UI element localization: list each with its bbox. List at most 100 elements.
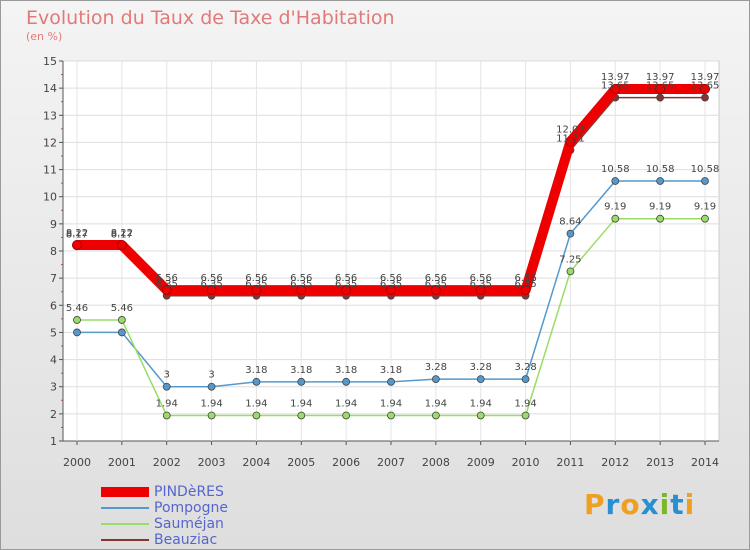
data-point (655, 84, 666, 94)
data-point (73, 316, 81, 324)
y-tick-label: 9 (50, 218, 57, 231)
data-label: 6.35 (156, 279, 178, 290)
x-tick-label: 2010 (512, 456, 540, 469)
x-tick-label: 2009 (467, 456, 495, 469)
x-tick-label: 2004 (242, 456, 270, 469)
data-point (387, 377, 395, 386)
data-label: 8.64 (559, 217, 581, 228)
y-tick-label: 15 (43, 55, 57, 68)
data-label: 6.56 (156, 273, 178, 284)
data-label: 6.56 (200, 273, 222, 284)
data-label: 6.35 (425, 279, 447, 290)
data-point (476, 375, 485, 384)
data-label: 3.18 (245, 365, 267, 376)
data-point (73, 328, 81, 337)
data-label: 12.03 (556, 125, 585, 136)
x-tick-label: 2008 (422, 456, 450, 469)
data-point (521, 411, 530, 420)
y-tick-label: 1 (50, 435, 57, 448)
data-point (656, 93, 665, 102)
legend-item: Pompogne (101, 500, 301, 516)
data-point (161, 285, 172, 295)
data-label: 13.97 (646, 72, 675, 83)
data-label: 6.56 (290, 273, 312, 284)
data-point (565, 136, 576, 147)
data-point (252, 411, 261, 420)
x-tick-label: 2013 (646, 456, 674, 469)
data-label: 3.18 (290, 365, 312, 376)
y-tick-label: 2 (50, 408, 57, 421)
data-label: 6.56 (514, 273, 536, 284)
data-label: 1.94 (514, 398, 536, 409)
data-label: 7.25 (559, 254, 581, 265)
x-tick-label: 2007 (377, 456, 405, 469)
data-label: 6.56 (245, 273, 267, 284)
data-point (611, 177, 620, 185)
data-point (72, 240, 82, 250)
data-label: 3.28 (470, 362, 492, 373)
data-label: 6.35 (290, 279, 312, 290)
data-point (701, 214, 709, 223)
data-label: 9.19 (604, 202, 626, 213)
legend-label: PINDèRES (154, 484, 224, 500)
y-tick-label: 14 (43, 82, 57, 95)
data-label: 11.71 (556, 133, 585, 144)
data-point (431, 411, 440, 420)
x-tick-label: 2003 (198, 456, 226, 469)
data-label: 3 (208, 370, 214, 381)
data-point (566, 229, 575, 238)
data-point (611, 214, 620, 223)
data-point (297, 411, 306, 420)
data-label: 1.94 (470, 398, 492, 409)
chart-subtitle: (en %) (26, 30, 63, 43)
legend-item: Beauziac (101, 532, 301, 548)
data-label: 8.22 (111, 228, 133, 239)
x-tick-label: 2011 (556, 456, 584, 469)
data-point (341, 285, 352, 295)
legend-swatch (101, 539, 149, 541)
data-point (610, 84, 621, 94)
data-label: 8.17 (111, 229, 133, 240)
data-label: 5.46 (66, 303, 88, 314)
data-label: 1.94 (156, 398, 178, 409)
data-point (206, 285, 217, 295)
data-point (162, 411, 171, 420)
x-tick-label: 2014 (691, 456, 719, 469)
legend-label: Pompogne (154, 500, 228, 516)
data-label: 3.18 (335, 365, 357, 376)
data-point (342, 377, 351, 386)
y-tick-label: 13 (43, 109, 57, 122)
legend-swatch (101, 523, 149, 525)
data-label: 13.65 (691, 81, 720, 92)
data-point (656, 177, 665, 185)
data-label: 10.58 (691, 164, 720, 175)
logo-letter: r (605, 488, 621, 521)
data-label: 8.17 (66, 229, 88, 240)
data-point (207, 382, 216, 391)
legend-swatch (101, 487, 149, 497)
data-point (162, 382, 171, 391)
logo-letter: i (659, 488, 671, 521)
data-label: 6.35 (200, 279, 222, 290)
data-label: 6.35 (470, 279, 492, 290)
data-label: 6.35 (245, 279, 267, 290)
data-label: 10.58 (646, 164, 675, 175)
data-label: 5.46 (111, 303, 133, 314)
data-label: 1.94 (425, 398, 447, 409)
logo-letter: x (640, 488, 660, 521)
y-tick-label: 4 (50, 354, 57, 367)
data-point (475, 285, 486, 295)
x-tick-label: 2005 (287, 456, 315, 469)
data-point (521, 375, 530, 384)
data-label: 1.94 (245, 398, 267, 409)
y-tick-label: 12 (43, 136, 57, 149)
data-point (252, 377, 261, 386)
data-label: 13.97 (691, 72, 720, 83)
data-label: 6.35 (514, 279, 536, 290)
x-tick-label: 2001 (108, 456, 136, 469)
chart-title: Evolution du Taux de Taxe d'Habitation (26, 7, 395, 29)
data-label: 6.35 (335, 279, 357, 290)
data-point (117, 328, 126, 337)
data-label: 13.97 (601, 72, 630, 83)
